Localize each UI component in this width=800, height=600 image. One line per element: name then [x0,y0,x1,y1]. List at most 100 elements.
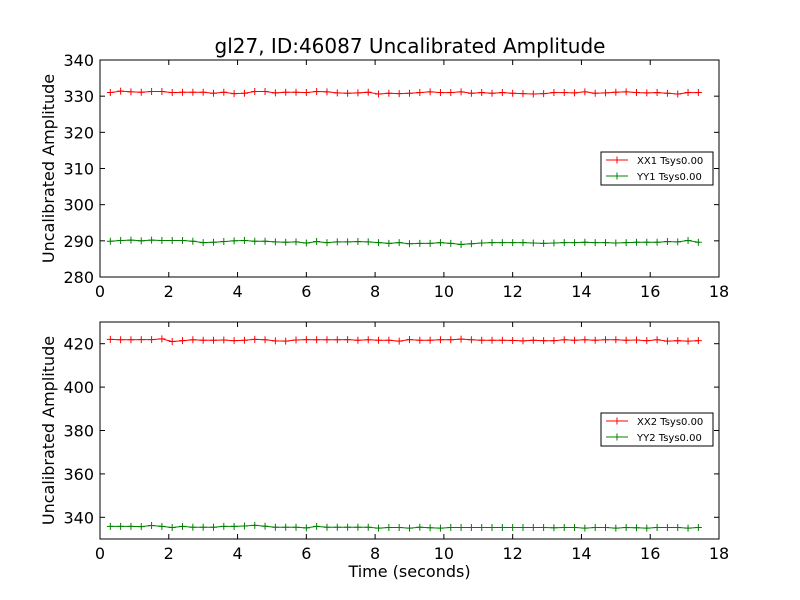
data-point [498,523,506,531]
series-line-1 [110,90,699,95]
data-point [694,89,702,97]
data-point [436,336,444,344]
data-point [261,522,269,530]
data-point [127,88,135,96]
data-point [581,88,589,96]
data-point [416,523,424,531]
data-point [426,239,434,247]
data-point [694,523,702,531]
y-tick-label: 320 [63,123,94,142]
data-point [344,89,352,97]
data-point [406,89,413,97]
data-point [540,523,548,531]
data-point [519,90,527,98]
y-tick-label: 280 [63,268,94,287]
data-point [581,336,589,344]
data-point [643,238,651,246]
x-tick-label: 6 [301,282,311,301]
data-point [240,336,248,344]
series-line-2 [110,239,699,245]
data-point [632,238,640,246]
legend-label: XX2 Tsys0.00 [637,417,703,428]
x-tick-label: 2 [164,544,174,563]
data-point [271,238,279,246]
data-point [550,89,558,97]
data-point [663,523,671,531]
data-point [251,87,259,95]
data-point [189,237,197,245]
data-point [426,524,434,532]
data-point [209,336,217,344]
data-point [168,523,176,531]
data-point [467,89,475,97]
data-point [529,90,537,98]
data-point [240,89,248,97]
data-point [168,89,176,97]
data-point [344,238,352,246]
data-point [127,236,135,244]
data-point [426,336,434,344]
data-point [498,89,506,97]
data-point [643,524,651,532]
data-point [148,236,156,244]
x-tick-label: 10 [434,282,454,301]
data-point [271,337,279,345]
data-point [457,335,465,343]
data-point [406,524,413,532]
data-point [261,87,269,95]
data-point [571,89,579,97]
data-point [478,239,486,247]
data-point [117,336,125,344]
x-tick-label: 14 [571,282,591,301]
y-tick-label: 380 [63,422,94,441]
data-point [220,88,228,96]
data-point [612,336,620,344]
y-tick-label: 310 [63,160,94,179]
data-point [602,89,610,97]
data-point [137,88,145,96]
data-point [694,337,702,345]
data-point [426,88,434,96]
data-point [199,523,207,531]
data-point [529,336,537,344]
x-tick-label: 16 [640,544,660,563]
data-point [323,239,331,247]
x-tick-label: 0 [95,544,105,563]
y-tick-label: 300 [63,196,94,215]
data-point [282,88,290,96]
data-point [209,89,217,97]
y-axis-label: Uncalibrated Amplitude [39,74,58,263]
legend-label: XX1 Tsys0.00 [637,156,703,167]
data-point [395,523,403,531]
x-tick-label: 8 [370,544,380,563]
x-tick-label: 16 [640,282,660,301]
data-point [447,523,455,531]
data-point [333,336,341,344]
data-point [302,336,310,344]
data-point [251,335,259,343]
y-tick-label: 290 [63,232,94,251]
data-point [591,336,599,344]
data-point [416,336,424,344]
data-point [529,523,537,531]
data-point [313,87,321,95]
data-point [560,523,568,531]
y-tick-label: 400 [63,378,94,397]
data-point [179,337,187,345]
data-point [240,522,248,530]
data-point [158,87,166,95]
legend-swatch-marker [613,417,621,425]
data-point [488,239,496,247]
top-subplot: 0 2 4 6 8 10 12 14 16 18 280 290 300 310 320 330 340 Unca… [39,51,729,301]
data-point [137,523,145,531]
data-point [199,88,207,96]
data-point [571,336,579,344]
data-point [632,336,640,344]
data-point [148,522,156,530]
data-point [354,238,362,246]
data-point [622,88,630,96]
data-point [271,523,279,531]
legend-swatch-marker [613,156,621,164]
x-tick-label: 4 [232,544,242,563]
data-point [199,336,207,344]
